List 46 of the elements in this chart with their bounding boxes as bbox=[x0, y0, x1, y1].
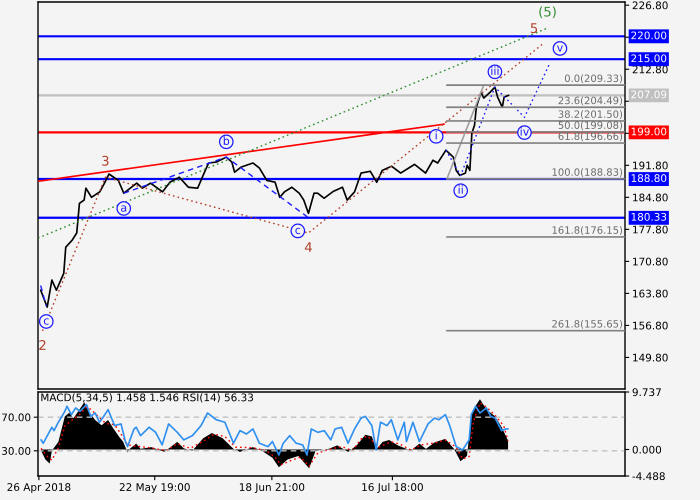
ref-line-label: 220.00 bbox=[631, 31, 666, 40]
annotation: c bbox=[44, 318, 49, 325]
ref-line-label: 188.80 bbox=[632, 174, 666, 182]
annotation: 5 bbox=[530, 23, 538, 34]
chart-title: MACD(5,34,5) 1.458 1.546 RSI(14) 56.33 bbox=[41, 393, 254, 403]
annotation: 2 bbox=[39, 340, 46, 350]
x-tick-label: 16 Jul 18:00 bbox=[362, 482, 423, 493]
y-tick-label: 226.80 bbox=[632, 1, 668, 10]
annotation: (5) bbox=[539, 6, 556, 18]
x-tick-label: 26 Apr 2018 bbox=[7, 483, 70, 494]
y-tick-label: 191.80 bbox=[633, 162, 668, 170]
ref-line-label: 199.00 bbox=[632, 128, 666, 136]
annotation: iii bbox=[491, 66, 499, 75]
data-label: 0.0(209.33) bbox=[564, 74, 622, 84]
annotation: a bbox=[121, 205, 126, 212]
y2-tick-label: 30.00 bbox=[2, 447, 30, 455]
y-tick-label: 156.80 bbox=[633, 322, 668, 330]
annotation: i bbox=[436, 130, 437, 140]
ref-line-label: 215.00 bbox=[631, 54, 666, 62]
data-label: 261.8(155.65) bbox=[552, 320, 622, 329]
data-label: 50.0(199.08) bbox=[558, 121, 622, 130]
data-label: 38.2(201.50) bbox=[558, 110, 622, 120]
data-label: 23.6(204.49) bbox=[558, 96, 622, 106]
y-tick-label: 177.80 bbox=[633, 226, 668, 234]
ref-line-label: 180.33 bbox=[632, 212, 666, 221]
annotation: v bbox=[556, 45, 563, 52]
annotation: 3 bbox=[102, 156, 109, 166]
ref-line-label: 207.09 bbox=[631, 90, 666, 98]
y-tick-label: 149.80 bbox=[633, 354, 668, 362]
data-label: 61.8(196.66) bbox=[558, 132, 622, 142]
data-label: 100.0(188.83) bbox=[552, 168, 622, 178]
annotation: c bbox=[295, 228, 300, 234]
x-tick-label: 22 May 19:00 bbox=[120, 483, 190, 494]
y-tick-label: -4.488 bbox=[632, 472, 665, 480]
annotation: iv bbox=[520, 127, 529, 136]
y2-tick-label: 70.00 bbox=[2, 413, 30, 422]
x-tick-label: 18 Jun 21:00 bbox=[240, 483, 304, 493]
y-tick-label: 163.80 bbox=[633, 290, 668, 298]
data-label: 161.8(176.15) bbox=[552, 226, 622, 236]
y-tick-label: 0.000 bbox=[632, 446, 662, 454]
annotation: b bbox=[224, 136, 230, 146]
y-tick-label: 9.737 bbox=[632, 388, 661, 396]
annotation: 4 bbox=[304, 242, 312, 252]
y-tick-label: 184.80 bbox=[633, 194, 668, 202]
annotation: ii bbox=[458, 185, 463, 194]
y-tick-label: 170.80 bbox=[633, 258, 668, 266]
